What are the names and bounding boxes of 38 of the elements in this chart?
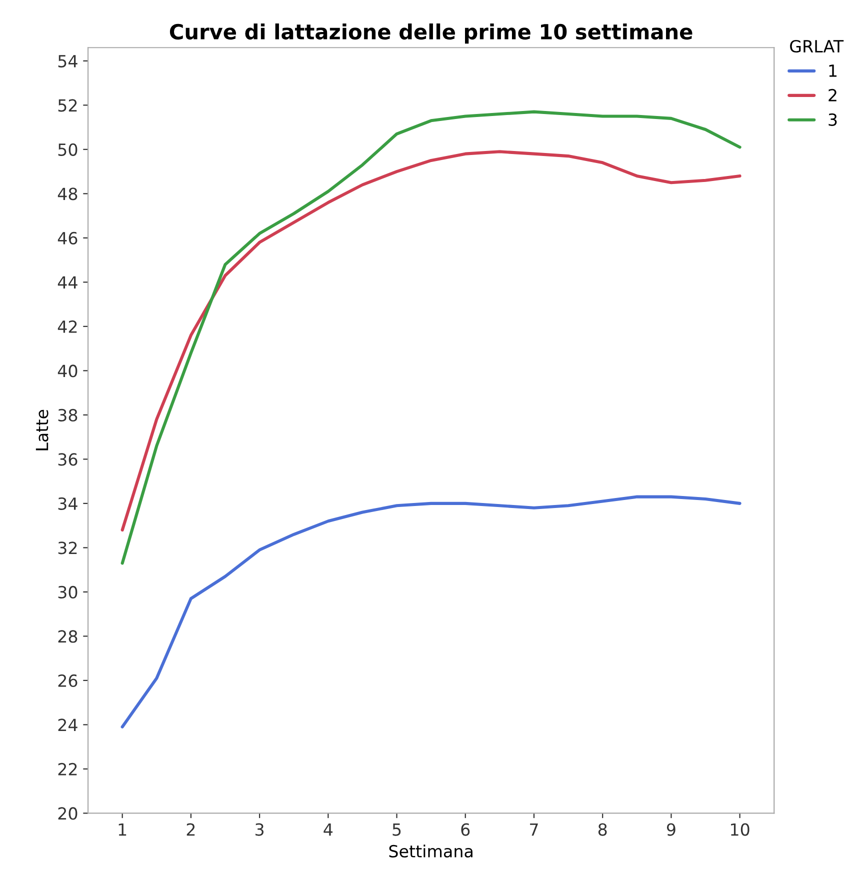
x-tick-label: 4 — [324, 823, 333, 836]
legend-label: 2 — [828, 88, 836, 102]
line-series — [120, 495, 742, 728]
x-tick-label: 1 — [118, 823, 126, 836]
y-tick-label: 26 — [58, 674, 78, 688]
x-tick-label: 9 — [666, 823, 676, 836]
y-tick-label: 24 — [58, 718, 78, 732]
y-tick-label: 30 — [58, 586, 78, 599]
x-tick-label: 6 — [461, 823, 470, 836]
y-tick-label: 44 — [58, 276, 78, 288]
y-tick-label: 34 — [58, 497, 78, 510]
y-tick-label: 28 — [58, 630, 78, 643]
x-tick-label: 7 — [530, 823, 538, 836]
x-tick-label: 2 — [186, 823, 195, 836]
chart-title: Curve di lattazione delle prime 10 settimane — [170, 23, 692, 44]
y-tick-label: 32 — [58, 542, 77, 554]
y-axis-title: Latte — [36, 410, 48, 450]
legend-title: GRLAT — [790, 40, 844, 53]
legend-label: 3 — [828, 113, 837, 126]
y-tick-label: 46 — [58, 232, 78, 244]
y-tick-label: 22 — [58, 762, 77, 776]
x-tick-label: 3 — [256, 823, 264, 836]
y-tick-label: 50 — [58, 143, 78, 156]
x-tick-label: 8 — [598, 823, 607, 836]
y-tick-label: 42 — [58, 320, 77, 333]
line-series — [120, 150, 742, 532]
y-tick-label: 40 — [58, 364, 78, 378]
x-tick-label: 10 — [731, 823, 750, 836]
y-tick-label: 48 — [58, 188, 78, 200]
y-tick-label: 36 — [58, 453, 78, 466]
y-tick-label: 52 — [58, 99, 77, 112]
y-tick-label: 54 — [58, 55, 78, 68]
line-series — [120, 110, 742, 565]
legend-label: 1 — [829, 64, 837, 77]
y-tick-label: 20 — [58, 807, 78, 820]
y-tick-label: 38 — [58, 408, 78, 422]
x-tick-label: 5 — [392, 823, 401, 836]
x-axis-title: Settimana — [389, 844, 472, 858]
